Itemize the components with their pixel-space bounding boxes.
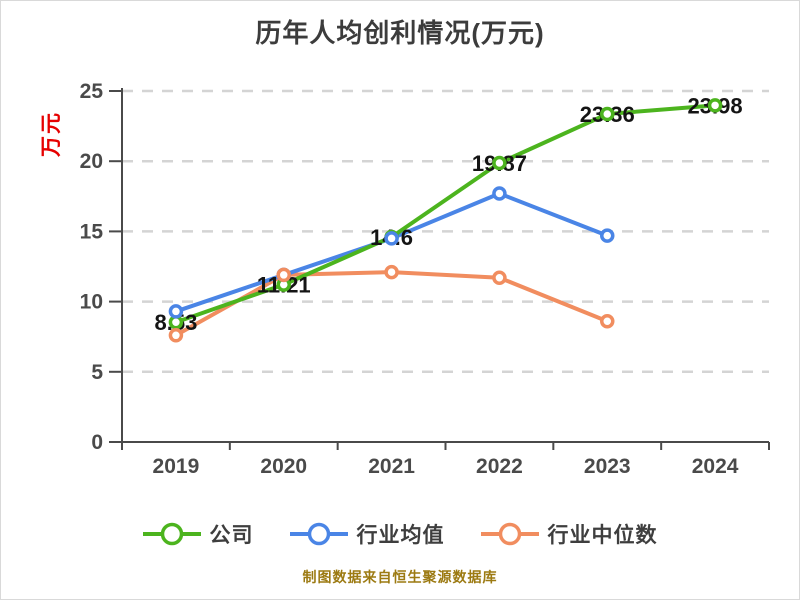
data-point-行业均值-2021 — [384, 231, 399, 246]
data-point-行业均值-2019 — [168, 304, 184, 319]
legend-item-industry-median[interactable]: 行业中位数 — [480, 519, 658, 549]
industry-average-series-marker-icon — [289, 522, 348, 546]
y-tick-label-25: 25 — [80, 80, 104, 103]
x-label-2021: 2021 — [368, 455, 415, 478]
legend: 公司 行业均值 行业中位数 — [1, 519, 799, 549]
data-point-行业中位数-2021 — [384, 264, 399, 280]
data-point-行业中位数-2020 — [276, 267, 291, 283]
legend-item-industry-average[interactable]: 行业均值 — [289, 519, 445, 549]
x-label-2019: 2019 — [153, 455, 200, 478]
data-source-note: 制图数据来自恒生聚源数据库 — [302, 569, 498, 585]
data-point-公司-2023 — [600, 106, 615, 122]
industry-median-series-marker-icon — [480, 522, 539, 546]
x-label-2023: 2023 — [584, 455, 631, 478]
chart-title: 历年人均创利情况(万元) — [255, 18, 545, 48]
legend-label-company: 公司 — [209, 524, 254, 547]
series-line-公司 — [173, 103, 718, 325]
series-line-行业中位数 — [173, 270, 610, 338]
legend-item-company[interactable]: 公司 — [142, 519, 254, 549]
company-series-marker-icon — [142, 522, 201, 546]
data-point-公司-2024 — [707, 98, 723, 113]
legend-label-industry-median: 行业中位数 — [547, 524, 658, 547]
data-point-行业中位数-2023 — [600, 314, 615, 329]
x-label-2024: 2024 — [692, 455, 739, 478]
y-tick-label-20: 20 — [80, 150, 103, 173]
x-label-2020: 2020 — [260, 455, 307, 478]
y-tick-label-5: 5 — [91, 361, 103, 384]
y-tick-label-0: 0 — [91, 431, 103, 454]
data-point-行业中位数-2019 — [168, 328, 184, 343]
data-point-行业均值-2022 — [492, 186, 507, 201]
x-label-2022: 2022 — [476, 455, 523, 478]
y-tick-label-15: 15 — [80, 220, 104, 243]
data-point-行业中位数-2022 — [492, 270, 507, 285]
data-point-行业均值-2023 — [600, 228, 615, 243]
legend-label-industry-average: 行业均值 — [356, 524, 445, 547]
y-tick-label-10: 10 — [80, 291, 103, 314]
data-point-公司-2022 — [492, 155, 507, 171]
